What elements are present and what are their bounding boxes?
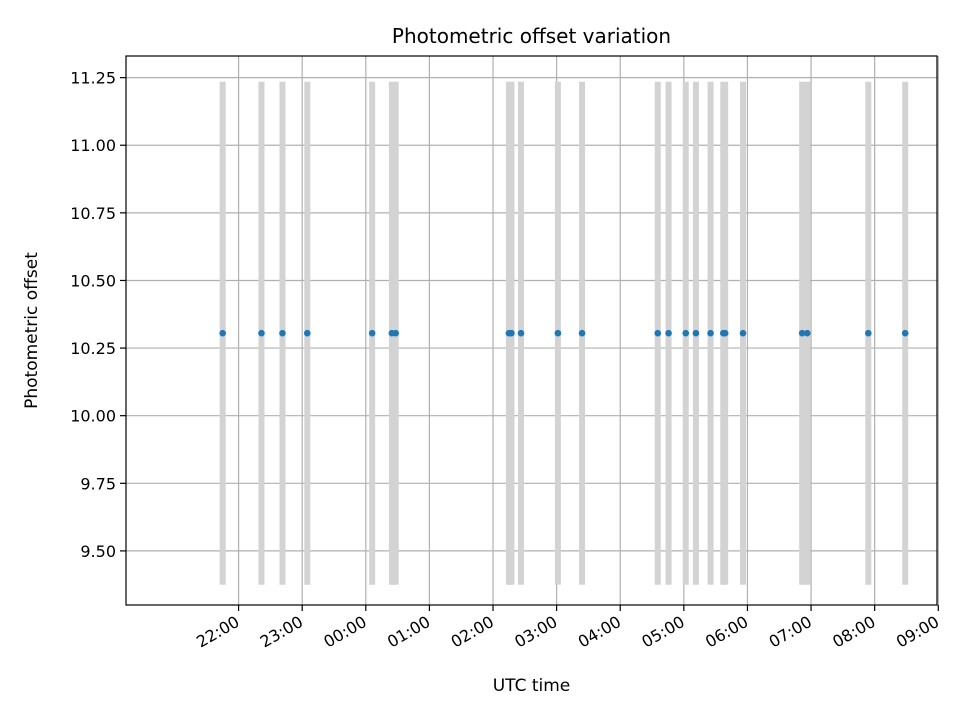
data-point (578, 329, 586, 337)
data-point (721, 329, 729, 337)
data-point (798, 329, 806, 337)
data-point (508, 329, 515, 337)
chart-title: Photometric offset variation (392, 24, 671, 48)
x-axis-label: UTC time (493, 676, 571, 696)
data-point (258, 329, 265, 337)
data-point (219, 329, 226, 337)
data-point (692, 329, 700, 337)
y-tick-label: 10.75 (70, 204, 116, 223)
data-point (803, 329, 811, 337)
y-tick-label: 11.00 (70, 136, 116, 155)
y-tick-label: 10.50 (70, 271, 116, 290)
y-tick-label: 10.00 (70, 407, 116, 426)
y-axis-label: Photometric offset (22, 252, 42, 409)
plot-frame (125, 55, 938, 606)
y-tick-label: 9.50 (80, 542, 116, 561)
data-point (739, 329, 747, 337)
data-point (682, 329, 690, 337)
data-point (707, 329, 714, 337)
data-point (303, 329, 311, 337)
y-tick-label: 9.75 (80, 474, 116, 493)
data-points (219, 329, 909, 337)
data-point (865, 329, 872, 337)
data-point (665, 329, 672, 337)
data-point (279, 329, 286, 337)
data-point (392, 329, 399, 337)
data-point (368, 329, 376, 337)
data-point (554, 329, 562, 337)
data-point (517, 329, 525, 337)
data-point (654, 329, 662, 337)
y-tick-label: 11.25 (70, 69, 116, 88)
y-tick-label: 10.25 (70, 339, 116, 358)
data-point (901, 329, 909, 337)
y-axis-ticks: 9.50 9.75 10.00 10.25 10.50 10.75 11.00 11.25 (70, 69, 126, 561)
